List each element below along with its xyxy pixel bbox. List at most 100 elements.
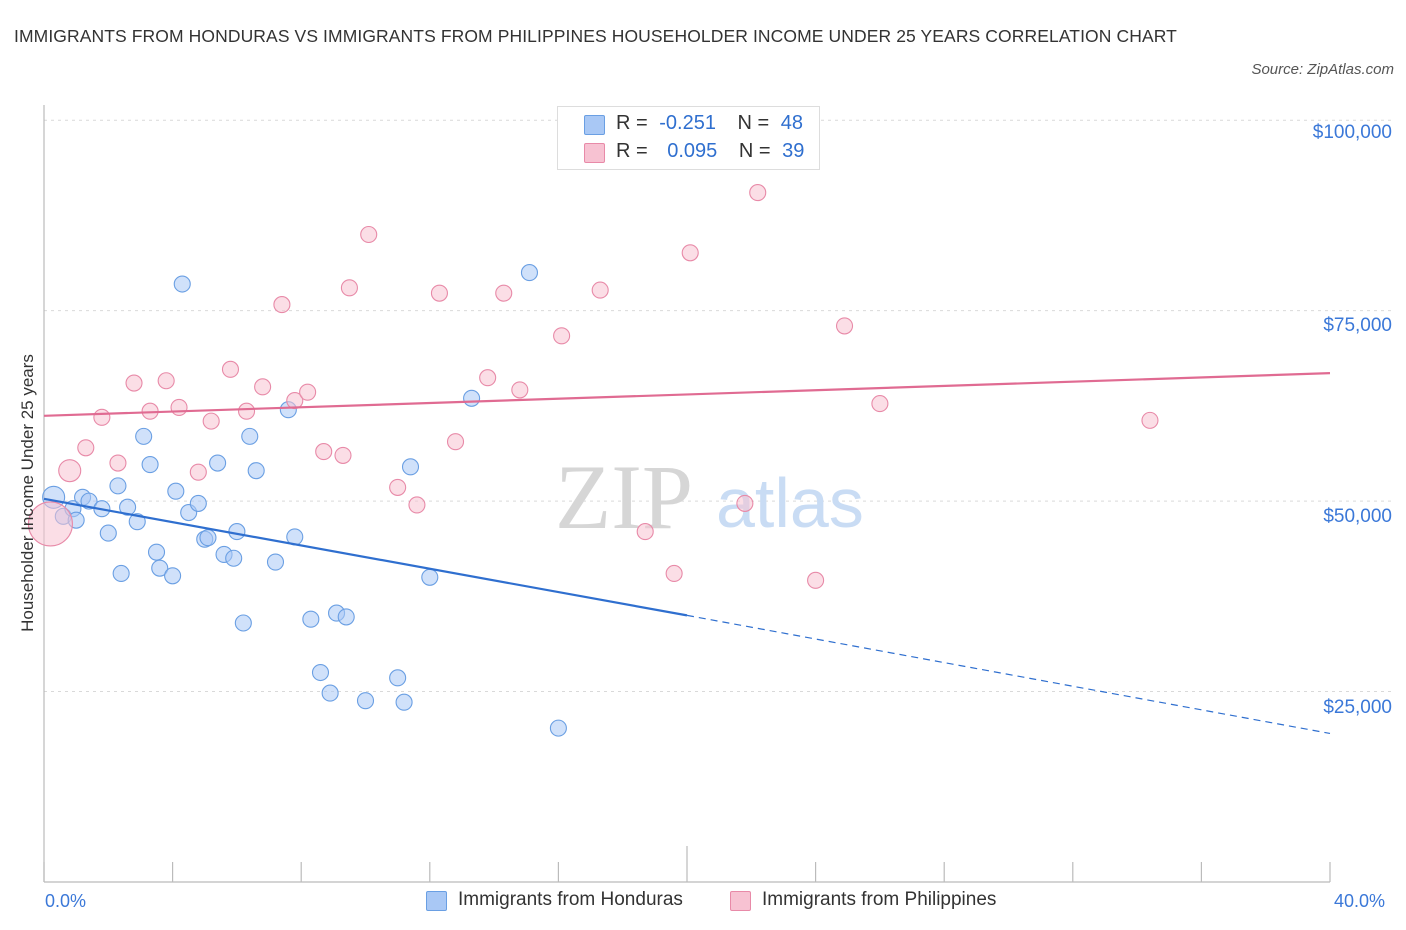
legend-n-value: 39 bbox=[782, 140, 805, 162]
point-honduras bbox=[389, 669, 407, 687]
point-philippines bbox=[495, 284, 513, 302]
point-honduras bbox=[520, 264, 539, 282]
point-honduras bbox=[141, 456, 159, 474]
point-honduras bbox=[234, 614, 252, 632]
trend-line-philippines bbox=[43, 372, 1331, 417]
point-honduras bbox=[311, 663, 330, 682]
legend-n-value: 48 bbox=[780, 112, 804, 134]
legend-n-label: N = bbox=[738, 140, 771, 162]
point-philippines bbox=[553, 327, 571, 345]
point-honduras bbox=[119, 498, 137, 516]
point-honduras bbox=[395, 693, 413, 711]
point-honduras bbox=[151, 559, 169, 577]
point-philippines bbox=[27, 501, 73, 547]
point-honduras bbox=[173, 275, 191, 293]
watermark-zip: ZIP bbox=[555, 446, 693, 548]
point-philippines bbox=[360, 225, 378, 244]
point-honduras bbox=[247, 462, 265, 480]
point-philippines bbox=[1141, 411, 1159, 429]
point-philippines bbox=[77, 439, 95, 457]
point-philippines bbox=[254, 378, 272, 396]
point-philippines bbox=[170, 398, 188, 416]
point-honduras bbox=[147, 543, 166, 561]
point-honduras bbox=[266, 553, 285, 571]
point-philippines bbox=[299, 383, 317, 401]
legend-label: Immigrants from Philippines bbox=[762, 889, 997, 910]
point-honduras bbox=[99, 524, 117, 542]
point-philippines bbox=[340, 279, 358, 297]
point-philippines bbox=[58, 459, 82, 483]
point-philippines bbox=[446, 433, 465, 451]
point-honduras bbox=[109, 477, 127, 495]
point-philippines bbox=[430, 284, 448, 302]
point-philippines bbox=[93, 408, 111, 426]
chart-title: IMMIGRANTS FROM HONDURAS VS IMMIGRANTS F… bbox=[14, 26, 1177, 46]
legend-label: Immigrants from Honduras bbox=[458, 889, 683, 910]
data-points bbox=[27, 184, 1159, 737]
point-philippines bbox=[511, 381, 529, 399]
point-honduras bbox=[549, 719, 567, 737]
point-philippines bbox=[871, 395, 889, 413]
point-honduras bbox=[135, 427, 153, 445]
point-honduras bbox=[401, 458, 420, 476]
point-philippines bbox=[273, 296, 291, 314]
point-philippines bbox=[681, 244, 699, 262]
legend-swatch-honduras bbox=[584, 115, 605, 135]
point-philippines bbox=[334, 446, 352, 464]
point-philippines bbox=[125, 374, 143, 392]
y-tick-label: $50,000 bbox=[1323, 506, 1392, 527]
point-philippines bbox=[636, 523, 654, 541]
legend-swatch-philippines bbox=[730, 891, 751, 911]
point-honduras bbox=[209, 454, 227, 472]
point-philippines bbox=[591, 281, 609, 299]
point-honduras bbox=[421, 568, 439, 586]
point-philippines bbox=[408, 496, 426, 514]
gridlines bbox=[44, 119, 1395, 693]
point-philippines bbox=[749, 184, 767, 202]
x-tick-label: 40.0% bbox=[1334, 891, 1386, 911]
y-tick-label: $75,000 bbox=[1323, 315, 1392, 336]
stats-legend: R = -0.251 N = 48 R = 0.095 N = 39 bbox=[557, 106, 820, 170]
point-philippines bbox=[221, 360, 240, 378]
point-honduras bbox=[241, 427, 259, 445]
point-honduras bbox=[228, 523, 246, 541]
legend-n-label: N = bbox=[737, 112, 770, 134]
point-philippines bbox=[157, 372, 175, 390]
legend-r-label: R = bbox=[616, 140, 648, 162]
point-philippines bbox=[665, 564, 683, 583]
trend-lines bbox=[43, 372, 1331, 735]
point-honduras bbox=[189, 494, 207, 512]
point-honduras bbox=[164, 567, 182, 585]
point-philippines bbox=[189, 463, 207, 481]
trend-line-honduras-extension bbox=[686, 614, 1331, 735]
point-philippines bbox=[807, 571, 825, 589]
y-axis-label: Householder Income Under 25 years bbox=[18, 354, 37, 632]
y-tick-label: $25,000 bbox=[1323, 697, 1392, 718]
point-honduras bbox=[356, 692, 375, 710]
point-honduras bbox=[167, 482, 185, 500]
legend-r-label: R = bbox=[616, 112, 648, 134]
legend-swatch-philippines bbox=[584, 143, 605, 163]
point-philippines bbox=[202, 412, 220, 430]
point-philippines bbox=[479, 369, 497, 387]
point-honduras bbox=[128, 513, 146, 531]
x-tick-label: 0.0% bbox=[45, 891, 87, 911]
point-honduras bbox=[225, 549, 243, 567]
trend-line-honduras bbox=[43, 497, 688, 617]
source-label: Source: ZipAtlas.com bbox=[1251, 61, 1394, 78]
point-honduras bbox=[80, 492, 98, 510]
point-philippines bbox=[237, 402, 256, 420]
point-honduras bbox=[463, 389, 481, 407]
point-honduras bbox=[321, 684, 339, 702]
point-philippines bbox=[109, 454, 127, 472]
point-philippines bbox=[389, 478, 407, 496]
point-philippines bbox=[736, 494, 754, 512]
point-philippines bbox=[315, 443, 333, 461]
point-honduras bbox=[302, 610, 320, 628]
legend-r-value: 0.095 bbox=[667, 140, 718, 162]
legend-swatch-honduras bbox=[426, 891, 447, 911]
point-philippines bbox=[835, 317, 854, 335]
point-honduras bbox=[199, 529, 217, 547]
legend-r-value: -0.251 bbox=[659, 112, 716, 134]
